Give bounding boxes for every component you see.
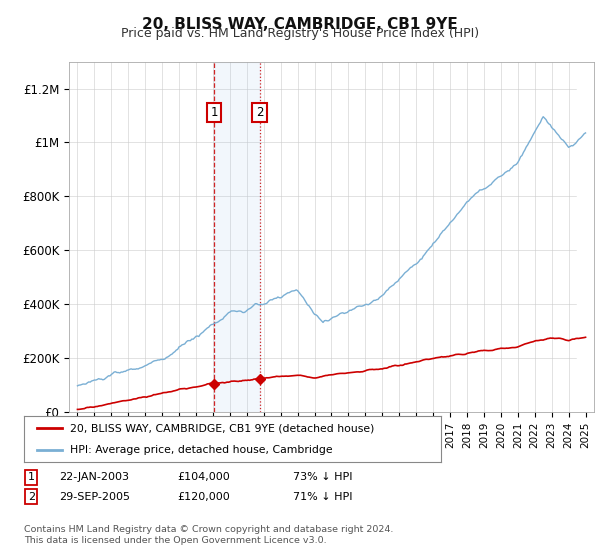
Text: 29-SEP-2005: 29-SEP-2005 — [59, 492, 130, 502]
Text: 22-JAN-2003: 22-JAN-2003 — [59, 472, 129, 482]
Bar — [577, 62, 600, 412]
Text: 20, BLISS WAY, CAMBRIDGE, CB1 9YE (detached house): 20, BLISS WAY, CAMBRIDGE, CB1 9YE (detac… — [70, 423, 374, 433]
Text: £120,000: £120,000 — [177, 492, 230, 502]
Bar — [214, 62, 260, 412]
Text: 1: 1 — [210, 106, 218, 119]
Text: Contains HM Land Registry data © Crown copyright and database right 2024.
This d: Contains HM Land Registry data © Crown c… — [24, 525, 394, 545]
Text: 1: 1 — [28, 472, 35, 482]
Text: HPI: Average price, detached house, Cambridge: HPI: Average price, detached house, Camb… — [70, 445, 332, 455]
Text: 73% ↓ HPI: 73% ↓ HPI — [293, 472, 352, 482]
Text: 2: 2 — [256, 106, 263, 119]
Text: 71% ↓ HPI: 71% ↓ HPI — [293, 492, 352, 502]
Text: £104,000: £104,000 — [177, 472, 230, 482]
Text: 20, BLISS WAY, CAMBRIDGE, CB1 9YE: 20, BLISS WAY, CAMBRIDGE, CB1 9YE — [142, 17, 458, 32]
Text: Price paid vs. HM Land Registry's House Price Index (HPI): Price paid vs. HM Land Registry's House … — [121, 27, 479, 40]
Text: 2: 2 — [28, 492, 35, 502]
